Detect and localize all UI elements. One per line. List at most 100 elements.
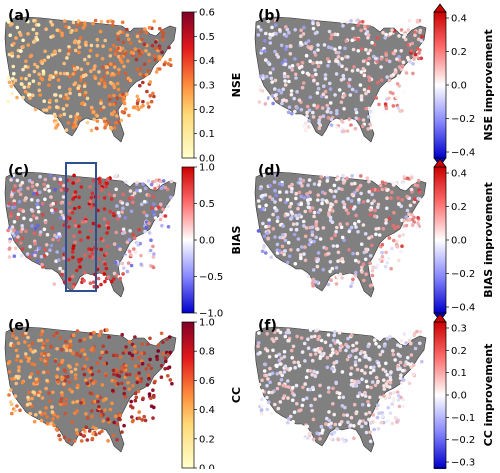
station-dot [83,270,87,275]
station-dot [287,79,291,84]
station-dot [159,375,164,379]
station-dot [417,51,421,55]
station-dot [312,210,317,215]
station-dot [97,70,101,74]
station-dot [369,109,373,114]
station-dot [308,369,313,373]
station-dot [132,236,137,240]
station-dot [360,424,364,429]
station-dot [309,335,314,339]
station-dot [278,330,283,335]
station-dot [110,23,115,27]
station-dot [290,111,294,116]
station-dot [89,379,94,383]
station-dot [309,46,313,51]
station-dot [48,399,52,403]
station-dot [33,226,38,231]
station-dot [387,216,392,221]
colorbar-tick-label: 0.2 [451,47,467,58]
station-dot [375,36,380,40]
station-dot [297,98,302,102]
station-dot [26,359,31,363]
station-dot [350,182,354,186]
station-dot [341,24,345,28]
station-dot [43,220,48,225]
station-dot [376,361,381,365]
station-dot [330,367,335,371]
station-dot [143,418,148,423]
station-dot [14,348,19,353]
station-dot [362,250,367,255]
station-dot [262,244,266,248]
station-dot [308,328,313,332]
station-dot [357,358,362,362]
station-dot [389,74,394,78]
station-dot [328,87,333,91]
station-dot [406,28,411,32]
station-dot [375,60,379,64]
station-dot [366,344,370,349]
station-dot [17,365,21,369]
station-dot [108,94,112,98]
station-dot [301,385,305,390]
station-dot [258,186,263,191]
station-dot [271,339,276,343]
station-dot [133,364,138,368]
station-dot [385,373,389,377]
station-dot [361,262,366,266]
station-dot [312,78,316,83]
station-dot [361,419,366,423]
station-dot [329,117,334,121]
station-dot [257,100,262,104]
station-dot [121,97,125,102]
station-dot [352,402,357,407]
station-dot [152,252,156,256]
station-dot [283,238,288,243]
station-dot [373,208,377,213]
station-dot [346,336,350,341]
station-dot [68,387,72,392]
station-dot [335,125,339,129]
station-dot [159,364,164,368]
station-dot [359,70,364,74]
station-dot [11,231,15,235]
station-dot [310,408,314,413]
station-dot [359,174,363,178]
station-dot [12,71,16,76]
station-dot [268,380,272,384]
station-dot [133,250,138,254]
station-dot [337,330,342,335]
station-dot [361,59,366,63]
station-dot [278,400,283,404]
station-dot [112,85,117,90]
station-dot [399,249,403,254]
station-dot [345,129,350,133]
station-dot [147,193,151,198]
station-dot [88,185,92,189]
station-dot [116,210,121,215]
station-dot [392,211,396,215]
station-dot [277,249,282,253]
station-dot [10,51,14,56]
station-dot [10,411,14,416]
station-dot [83,21,87,25]
station-dot [366,89,371,94]
station-dot [42,58,47,63]
station-dot [333,47,337,52]
station-dot [27,93,31,97]
station-dot [297,363,302,368]
station-dot [166,62,171,66]
colorbar-title-a: NSE [230,73,243,98]
station-dot [77,205,81,210]
station-dot [357,391,362,395]
station-dot [118,276,123,281]
station-dot [12,228,16,233]
station-dot [124,180,128,184]
station-dot [94,126,99,131]
station-dot [311,61,315,65]
station-dot [64,24,68,29]
station-dot [328,101,333,105]
station-dot [99,282,103,287]
station-dot [71,72,75,76]
gauge-stations-b [256,18,424,134]
